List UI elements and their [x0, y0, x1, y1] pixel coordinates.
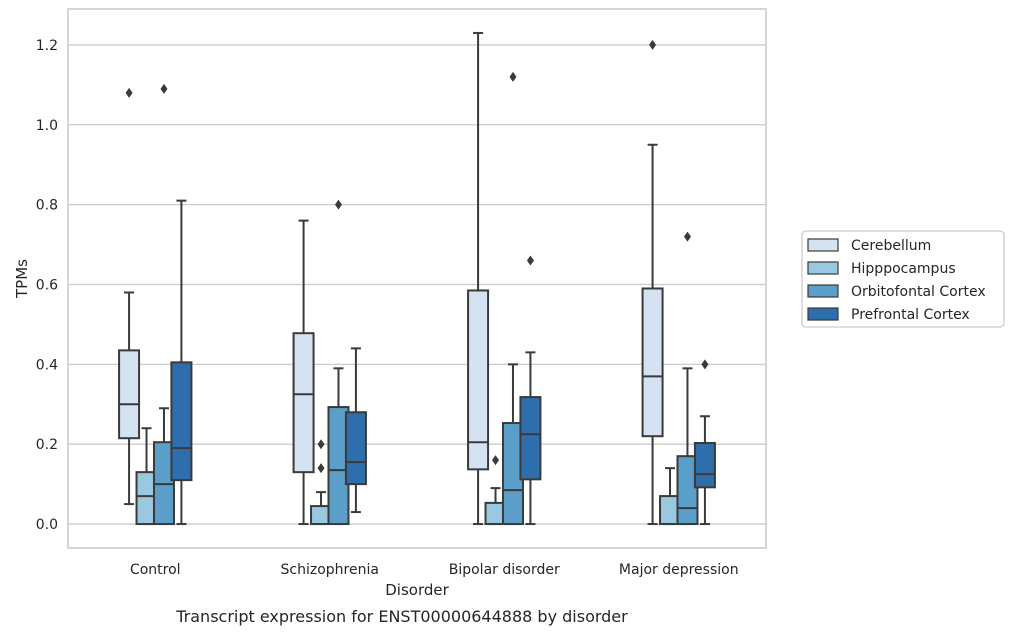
outlier-point — [317, 439, 325, 450]
y-tick-label: 0.2 — [36, 437, 58, 453]
legend-frame — [801, 230, 1005, 328]
box-iqr — [118, 349, 141, 440]
y-axis-ticks: 0.0 0.2 0.4 0.6 0.8 1.0 1.2 — [36, 38, 58, 533]
box-2-2 — [501, 71, 524, 526]
box-2-1 — [484, 455, 507, 526]
x-tick-label: Schizophrenia — [281, 562, 379, 578]
box-1-3 — [344, 347, 367, 514]
outlier-point — [683, 231, 691, 242]
legend-label: Hipppocampus — [851, 261, 956, 277]
x-tick-label: Control — [130, 562, 181, 578]
legend: Cerebellum Hipppocampus Orbitofontal Corte… — [801, 230, 1005, 328]
box-0-2 — [152, 83, 175, 526]
box-iqr — [467, 289, 490, 471]
legend-label: Cerebellum — [851, 238, 931, 254]
chart-caption: Transcript expression for ENST0000064488… — [175, 607, 628, 626]
box-iqr — [292, 332, 315, 474]
legend-label: Prefrontal Cortex — [851, 307, 970, 323]
legend-swatch — [807, 261, 839, 275]
legend-swatch — [807, 307, 839, 321]
y-tick-label: 0.4 — [36, 357, 58, 373]
outlier-point — [317, 463, 325, 474]
box-iqr — [519, 396, 542, 481]
box-iqr — [693, 441, 716, 489]
x-axis-label: Disorder — [385, 581, 449, 599]
y-axis-label: TPMs — [13, 259, 31, 299]
x-tick-label: Bipolar disorder — [449, 562, 560, 578]
box-3-3 — [693, 359, 716, 526]
x-tick-label: Major depression — [619, 562, 739, 578]
y-tick-label: 0.8 — [36, 198, 58, 214]
outlier-point — [125, 87, 133, 98]
outlier-point — [160, 83, 168, 94]
outlier-point — [649, 39, 657, 50]
outlier-point — [701, 359, 709, 370]
box-3-0 — [641, 39, 664, 526]
y-tick-label: 1.2 — [36, 38, 58, 54]
y-tick-label: 0.6 — [36, 277, 58, 293]
box-1-0 — [292, 219, 315, 526]
box-iqr — [641, 287, 664, 438]
box-1-1 — [310, 439, 333, 526]
box-2-0 — [467, 31, 490, 526]
outlier-point — [334, 199, 342, 210]
y-tick-label: 1.0 — [36, 118, 58, 134]
outlier-point — [526, 255, 534, 266]
legend-swatch — [807, 238, 839, 252]
x-axis-ticks: Control Schizophrenia Bipolar disorder Majo… — [130, 562, 739, 578]
plot-frame — [67, 8, 767, 549]
box-plot-series — [118, 31, 716, 526]
box-0-1 — [135, 427, 158, 526]
box-2-3 — [519, 255, 542, 526]
box-iqr — [344, 411, 367, 486]
legend-swatch — [807, 284, 839, 298]
box-0-3 — [170, 199, 193, 526]
legend-label: Orbitofontal Cortex — [851, 284, 986, 300]
box-iqr — [170, 361, 193, 482]
y-tick-label: 0.0 — [36, 517, 58, 533]
box-0-0 — [118, 87, 141, 506]
outlier-point — [509, 71, 517, 82]
box-3-2 — [676, 231, 699, 526]
outlier-point — [492, 455, 500, 466]
